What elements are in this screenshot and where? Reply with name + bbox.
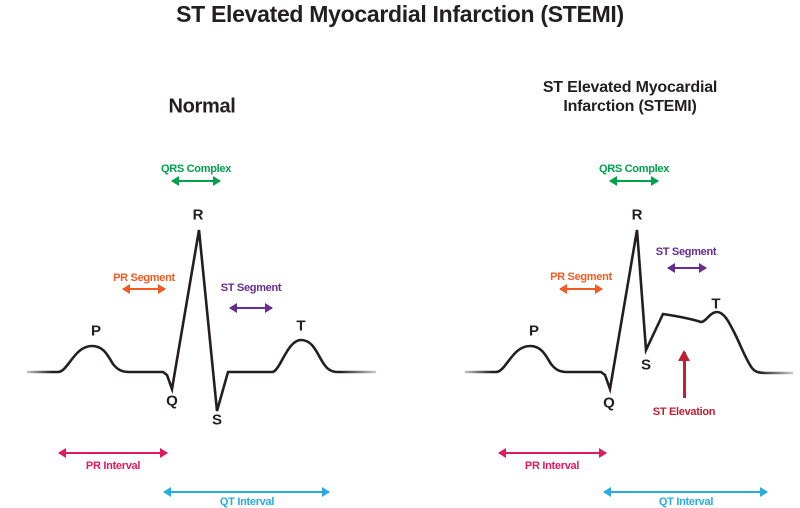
- st-elevation-label: ST Elevation: [652, 406, 716, 418]
- qt-interval-arrow-stemi: [603, 487, 768, 497]
- qt-interval-arrow-normal: [163, 487, 330, 497]
- st-segment-label-stemi: ST Segment: [655, 246, 717, 258]
- st-segment-arrow-stemi: [667, 263, 707, 273]
- t-wave-label-normal: T: [296, 317, 306, 335]
- qrs-complex-arrow-stemi: [609, 176, 659, 186]
- qrs-complex-arrow-normal: [171, 176, 221, 186]
- pr-segment-label-stemi: PR Segment: [550, 271, 612, 283]
- panel-title-normal: Normal: [168, 95, 236, 118]
- r-wave-label-normal: R: [192, 206, 204, 224]
- qrs-complex-label-normal: QRS Complex: [160, 163, 232, 175]
- pr-interval-arrow-stemi: [498, 448, 607, 458]
- p-wave-label-normal: P: [90, 322, 102, 340]
- page-title: ST Elevated Myocardial Infarction (STEMI…: [176, 1, 624, 27]
- q-wave-label-normal: Q: [166, 392, 178, 410]
- panel-title-stemi-line1: ST Elevated Myocardial: [542, 79, 718, 96]
- pr-segment-label-normal: PR Segment: [113, 272, 175, 284]
- st-segment-arrow-normal: [229, 303, 273, 313]
- panel-title-stemi: ST Elevated Myocardial Infarction (STEMI…: [542, 78, 718, 116]
- st-elevation-arrow: [678, 350, 690, 398]
- qt-interval-label-stemi: QT Interval: [658, 496, 714, 508]
- qrs-complex-label-stemi: QRS Complex: [598, 163, 670, 175]
- q-wave-label-stemi: Q: [603, 394, 615, 412]
- qt-interval-label-normal: QT Interval: [219, 496, 275, 508]
- st-segment-label-normal: ST Segment: [220, 282, 282, 294]
- pr-segment-arrow-normal: [122, 284, 166, 294]
- pr-segment-arrow-stemi: [559, 284, 603, 294]
- ecg-trace-stemi: [464, 229, 794, 395]
- ecg-trace-normal: [26, 229, 377, 412]
- s-wave-label-normal: S: [211, 411, 223, 429]
- s-wave-label-stemi: S: [640, 356, 652, 374]
- pr-interval-arrow-normal: [58, 448, 168, 458]
- r-wave-label-stemi: R: [631, 206, 643, 224]
- pr-interval-label-stemi: PR Interval: [524, 460, 580, 472]
- pr-interval-label-normal: PR Interval: [85, 460, 141, 472]
- p-wave-label-stemi: P: [528, 322, 540, 340]
- t-wave-label-stemi: T: [711, 295, 721, 313]
- panel-title-stemi-line2: Infarction (STEMI): [563, 98, 697, 115]
